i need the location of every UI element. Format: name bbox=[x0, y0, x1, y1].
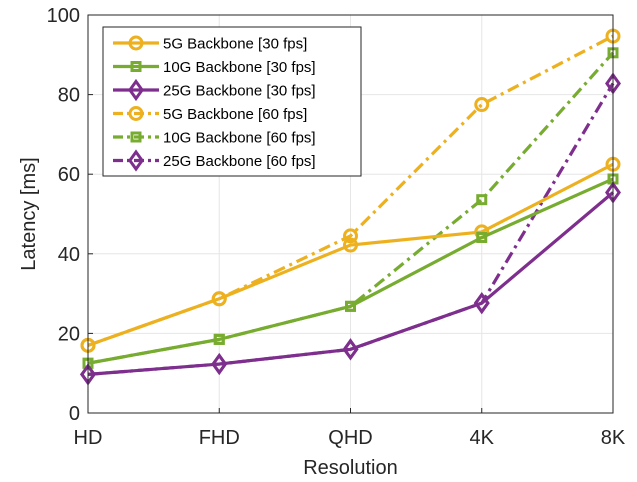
data-point bbox=[476, 194, 488, 206]
legend-item: 25G Backbone [60 fps] bbox=[113, 149, 316, 172]
data-point bbox=[473, 292, 490, 315]
series-line bbox=[87, 191, 615, 376]
x-tick-label: FHD bbox=[199, 427, 240, 449]
data-point bbox=[211, 352, 228, 376]
legend-item: 5G Backbone [60 fps] bbox=[113, 106, 307, 123]
legend-label: 25G Backbone [30 fps] bbox=[163, 83, 316, 100]
ticks: HD FHD QHD 4K 8K 0 20 40 60 80 100 bbox=[47, 5, 626, 449]
series-0 bbox=[80, 156, 621, 353]
legend-swatch-marker bbox=[128, 149, 144, 172]
x-tick-label: 4K bbox=[470, 427, 495, 449]
legend-label: 5G Backbone [60 fps] bbox=[163, 106, 307, 123]
legend-label: 5G Backbone [30 fps] bbox=[163, 36, 307, 53]
y-tick-label: 100 bbox=[47, 5, 80, 27]
legend-box bbox=[102, 26, 362, 177]
data-point bbox=[474, 97, 490, 113]
legend-swatch-marker bbox=[128, 106, 144, 121]
legend-swatch-marker bbox=[128, 78, 144, 102]
data-point bbox=[476, 231, 488, 243]
legend-swatch-marker bbox=[130, 131, 142, 143]
y-tick-label: 80 bbox=[58, 85, 80, 107]
series-line bbox=[87, 177, 614, 365]
series-line bbox=[87, 162, 614, 347]
series-group bbox=[80, 28, 621, 386]
data-point bbox=[345, 300, 356, 312]
y-tick-label: 40 bbox=[58, 244, 80, 266]
data-point bbox=[343, 228, 358, 244]
data-point bbox=[211, 291, 227, 307]
data-point bbox=[343, 237, 358, 253]
legend-item: 25G Backbone [30 fps] bbox=[113, 78, 316, 102]
x-tick-label: 8K bbox=[601, 427, 626, 449]
legend-item: 10G Backbone [30 fps] bbox=[113, 59, 316, 76]
legend-swatch-marker bbox=[128, 35, 144, 51]
y-axis-label: Latency [ms] bbox=[18, 157, 40, 270]
legend-item: 5G Backbone [30 fps] bbox=[113, 35, 307, 53]
legend: 5G Backbone [30 fps] 10G Backbone [30 fps… bbox=[102, 26, 362, 177]
x-axis-label: Resolution bbox=[303, 457, 398, 479]
y-tick-label: 60 bbox=[58, 164, 80, 186]
legend-swatch-marker bbox=[130, 61, 142, 72]
data-point bbox=[213, 333, 225, 345]
x-tick-label: HD bbox=[74, 427, 103, 449]
x-tick-label: QHD bbox=[328, 427, 372, 449]
y-tick-label: 20 bbox=[58, 323, 80, 345]
legend-label: 10G Backbone [60 fps] bbox=[163, 130, 316, 147]
y-tick-label: 0 bbox=[69, 403, 80, 425]
legend-label: 25G Backbone [60 fps] bbox=[163, 153, 316, 170]
data-point bbox=[342, 338, 359, 361]
legend-label: 10G Backbone [30 fps] bbox=[163, 59, 316, 76]
legend-item: 10G Backbone [60 fps] bbox=[113, 130, 316, 147]
